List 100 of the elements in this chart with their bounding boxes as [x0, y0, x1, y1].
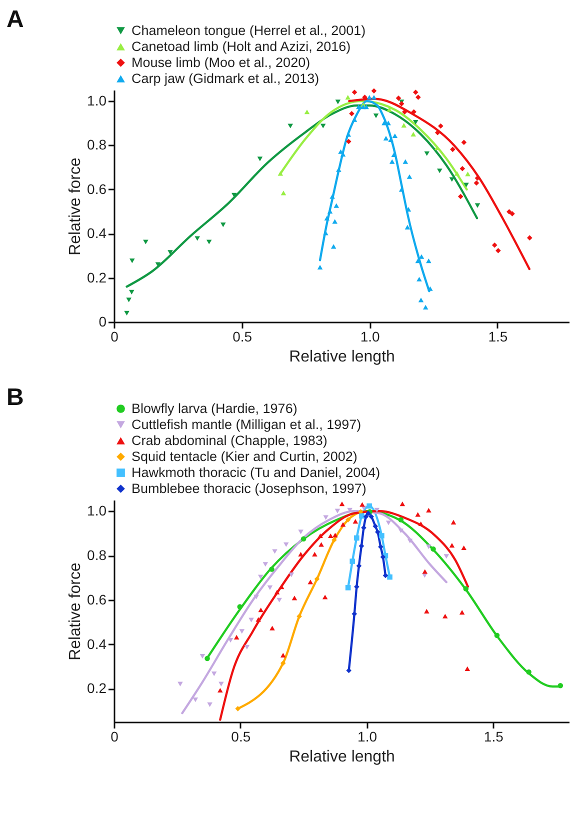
- point: [354, 584, 360, 590]
- y-axis-title: Relative force: [67, 157, 84, 256]
- x-tick-label: 1.5: [488, 328, 508, 344]
- point: [392, 133, 398, 138]
- point: [371, 88, 377, 94]
- legend-label: Carp jaw (Gidmark et al., 2013): [132, 70, 320, 86]
- line-series: [126, 104, 478, 288]
- point: [430, 546, 436, 552]
- point: [330, 244, 336, 249]
- point: [178, 682, 183, 686]
- x-tick-label: 0: [110, 328, 119, 344]
- point: [465, 172, 470, 176]
- point: [378, 544, 384, 550]
- point: [304, 110, 310, 114]
- point: [345, 585, 351, 590]
- point: [328, 533, 334, 538]
- point: [220, 222, 226, 228]
- point: [426, 508, 432, 513]
- point: [526, 669, 532, 675]
- point: [416, 94, 421, 100]
- point: [318, 533, 323, 538]
- point: [461, 545, 466, 550]
- y-tick-label: 0.4: [87, 636, 107, 652]
- point: [207, 702, 212, 707]
- point: [308, 580, 314, 584]
- point: [317, 264, 323, 270]
- point: [244, 644, 250, 650]
- x-axis-title: Relative length: [289, 748, 395, 766]
- point: [339, 501, 345, 506]
- y-tick-label: 0.2: [87, 269, 107, 286]
- point: [218, 682, 224, 686]
- point: [526, 235, 532, 240]
- point: [361, 525, 366, 530]
- point: [324, 216, 330, 220]
- point: [211, 672, 217, 676]
- point: [494, 632, 500, 638]
- legend-label: Bumblebee thoracic (Josephson, 1997): [132, 480, 366, 496]
- x-axis-title: Relative length: [289, 348, 395, 366]
- point: [194, 236, 200, 241]
- point: [454, 171, 460, 176]
- y-tick-label: 0.6: [87, 180, 107, 197]
- point: [335, 100, 341, 104]
- point: [257, 156, 263, 162]
- legend-label: Mouse limb (Moo et al., 2020): [132, 54, 310, 70]
- point: [288, 124, 294, 128]
- point: [356, 104, 362, 110]
- point: [374, 508, 380, 513]
- point: [363, 514, 369, 520]
- point: [496, 248, 501, 254]
- point: [464, 666, 470, 672]
- y-axis-title: Relative force: [67, 562, 84, 660]
- point: [422, 304, 428, 310]
- y-tick-label: 0.8: [87, 547, 107, 563]
- line-series: [279, 100, 468, 191]
- point: [412, 90, 418, 95]
- point: [354, 535, 360, 541]
- point: [349, 110, 354, 116]
- point: [332, 219, 338, 224]
- legend-label: Cuttlefish mantle (Milligan et al., 1997): [132, 416, 362, 432]
- point: [332, 532, 338, 538]
- point: [314, 576, 320, 582]
- point: [379, 533, 384, 538]
- point: [461, 140, 467, 146]
- point: [320, 124, 326, 128]
- point: [254, 594, 259, 600]
- point: [318, 542, 324, 547]
- point: [200, 654, 206, 659]
- point: [449, 542, 455, 548]
- point: [428, 286, 433, 291]
- point: [364, 104, 369, 110]
- point: [234, 634, 240, 640]
- point: [336, 167, 342, 172]
- y-tick-label: 0.8: [87, 136, 107, 153]
- point: [340, 522, 346, 527]
- point: [278, 171, 284, 176]
- point: [422, 569, 428, 574]
- point: [235, 706, 241, 712]
- point: [270, 626, 275, 630]
- point: [269, 566, 274, 572]
- point: [267, 585, 273, 590]
- chart-title: A: [6, 6, 24, 33]
- point: [288, 572, 294, 578]
- point: [300, 536, 306, 542]
- point: [237, 604, 243, 610]
- point: [298, 530, 304, 534]
- x-tick-label: 1.0: [358, 728, 378, 744]
- point: [404, 224, 410, 230]
- point: [464, 182, 469, 188]
- y-tick-label: 0: [98, 314, 107, 330]
- point: [401, 123, 407, 128]
- point: [126, 298, 132, 302]
- point: [444, 554, 450, 559]
- point: [248, 618, 254, 622]
- y-tick-label: 1.0: [87, 502, 107, 519]
- x-tick-label: 0.5: [231, 728, 251, 744]
- point: [380, 554, 386, 560]
- point: [418, 298, 424, 302]
- point: [426, 544, 432, 550]
- point: [406, 207, 412, 212]
- point: [280, 652, 286, 658]
